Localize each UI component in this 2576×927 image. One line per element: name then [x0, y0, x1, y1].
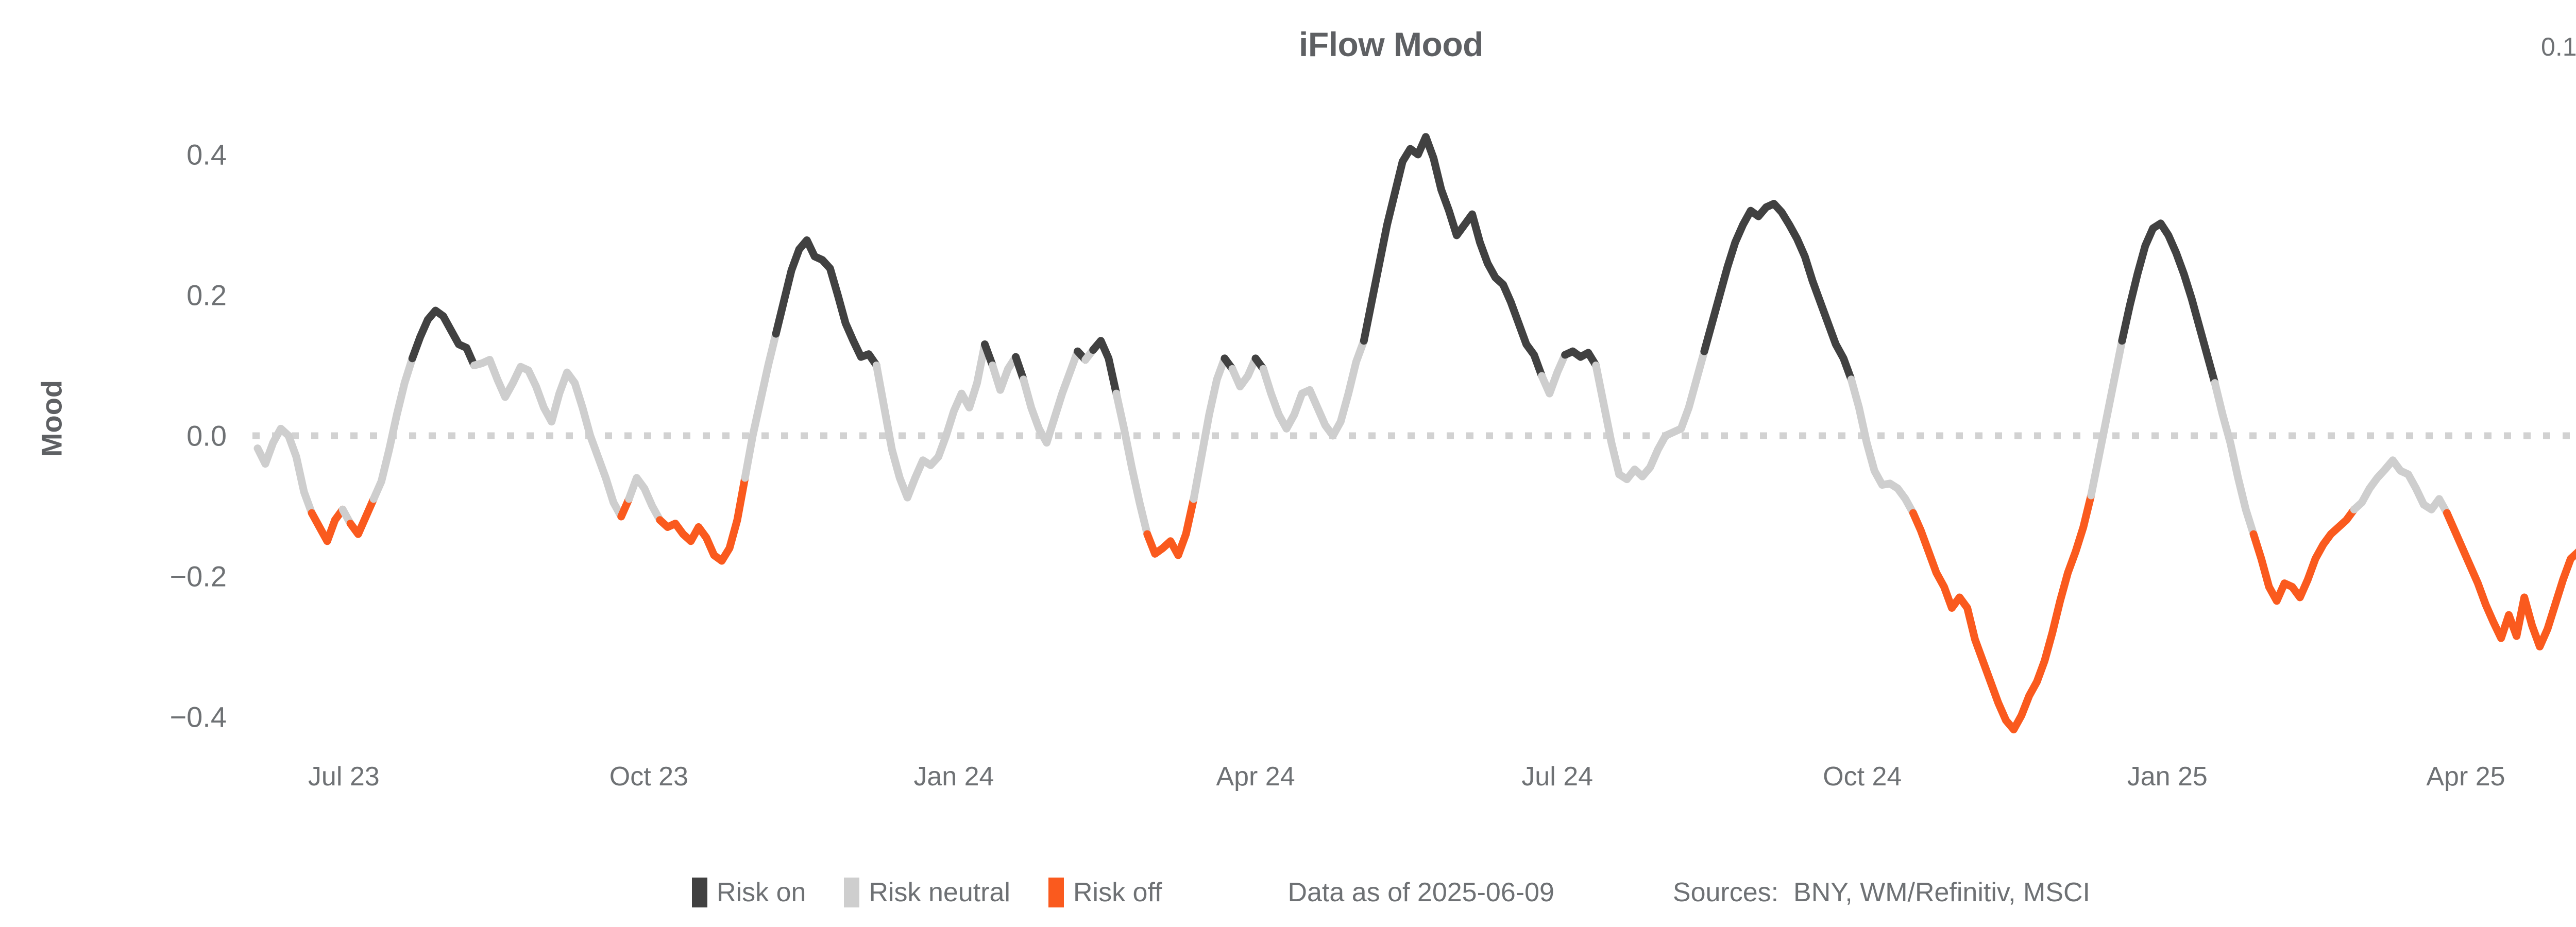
page-title: iFlow Mood — [1299, 25, 1483, 63]
latest-reading-annotation: 0.1495 → risk on — [2541, 32, 2576, 61]
mood-line-segment-risk-neutral — [1190, 354, 1229, 503]
legend-swatch-icon — [692, 878, 708, 907]
mood-line-segment-risk-neutral — [1847, 375, 1917, 517]
legend-swatch-icon — [844, 878, 860, 907]
legend-item[interactable]: Risk off — [1048, 877, 1162, 908]
mood-line-segment-risk-off — [1143, 495, 1198, 559]
mood-line-segment-risk-off — [308, 505, 347, 545]
y-tick-label: 0.2 — [187, 279, 227, 312]
mood-line-segment-risk-off — [2249, 505, 2358, 605]
data-as-of-note: Data as of 2025-06-09 — [1287, 878, 1554, 907]
y-tick-label: −0.4 — [170, 700, 227, 733]
mood-line-segment-risk-neutral — [470, 356, 625, 521]
x-tick-label: Jul 23 — [308, 762, 380, 792]
mood-line-segment-risk-neutral — [2087, 337, 2126, 500]
mood-line-segment-risk-neutral — [2211, 379, 2258, 538]
y-tick-label: 0.4 — [187, 138, 227, 171]
mood-line-segment-risk-neutral — [1592, 347, 1708, 484]
mood-line-segment-risk-on — [772, 236, 880, 369]
mood-line-segment-risk-on — [1360, 133, 1546, 380]
legend-label: Risk off — [1073, 878, 1162, 907]
mood-line-segment-risk-neutral — [1112, 389, 1151, 538]
mood-line-segment-risk-neutral — [1259, 337, 1368, 440]
x-tick-label: Oct 23 — [609, 762, 688, 792]
legend-label: Risk on — [717, 878, 806, 907]
mood-line-segment-risk-on — [1089, 337, 1121, 398]
mood-line-segment-risk-off — [656, 474, 749, 565]
mood-line-segment-risk-neutral — [625, 474, 664, 524]
y-axis-ticks: 0.4 0.2 0.0 −0.2 −0.4 — [31, 0, 227, 927]
mood-line-segment-risk-neutral — [989, 353, 1020, 394]
mood-line-segment-risk-neutral — [741, 330, 780, 482]
sources-note: Sources: BNY, WM/Refinitiv, MSCI — [1672, 878, 2090, 907]
mood-line-segment-risk-neutral — [1020, 347, 1082, 447]
mood-line-segment-risk-off — [346, 495, 378, 538]
mood-line-segment-risk-on — [408, 306, 478, 369]
legend-label: Risk neutral — [869, 878, 1010, 907]
x-tick-label: Jul 24 — [1521, 762, 1594, 792]
x-tick-label: Jan 24 — [913, 762, 994, 792]
mood-line-segment-risk-on — [1561, 347, 1600, 369]
mood-line-segment-risk-neutral — [1538, 351, 1569, 398]
mood-line-segment-risk-neutral — [253, 424, 316, 517]
mood-line-segment-risk-off — [2443, 509, 2576, 650]
x-tick-label: Apr 25 — [2426, 762, 2505, 792]
mood-line-segment-risk-on — [2118, 219, 2219, 387]
legend-swatch-icon — [1048, 878, 1064, 907]
y-tick-label: −0.2 — [170, 560, 227, 593]
legend-item[interactable]: Risk neutral — [844, 877, 1010, 908]
x-tick-label: Jan 25 — [2127, 762, 2208, 792]
mood-line-segment-risk-on — [1012, 353, 1028, 384]
mood-line-segment-risk-on — [1700, 200, 1855, 384]
x-tick-label: Oct 24 — [1823, 762, 1902, 792]
legend-item[interactable]: Risk on — [692, 877, 806, 908]
mood-line-segment-risk-neutral — [1228, 354, 1260, 390]
x-tick-label: Apr 24 — [1216, 762, 1295, 792]
mood-line-segment-risk-neutral — [369, 354, 416, 503]
chart-footer: Risk on Risk neutral Risk off Data as of 2… — [0, 869, 2576, 916]
mood-line-segment-risk-off — [1909, 491, 2095, 734]
y-tick-label: 0.0 — [187, 419, 227, 452]
mood-line-segment-risk-neutral — [872, 340, 989, 502]
mood-line-segment-risk-neutral — [2350, 456, 2451, 517]
legend: Risk on Risk neutral Risk off — [692, 877, 1200, 908]
